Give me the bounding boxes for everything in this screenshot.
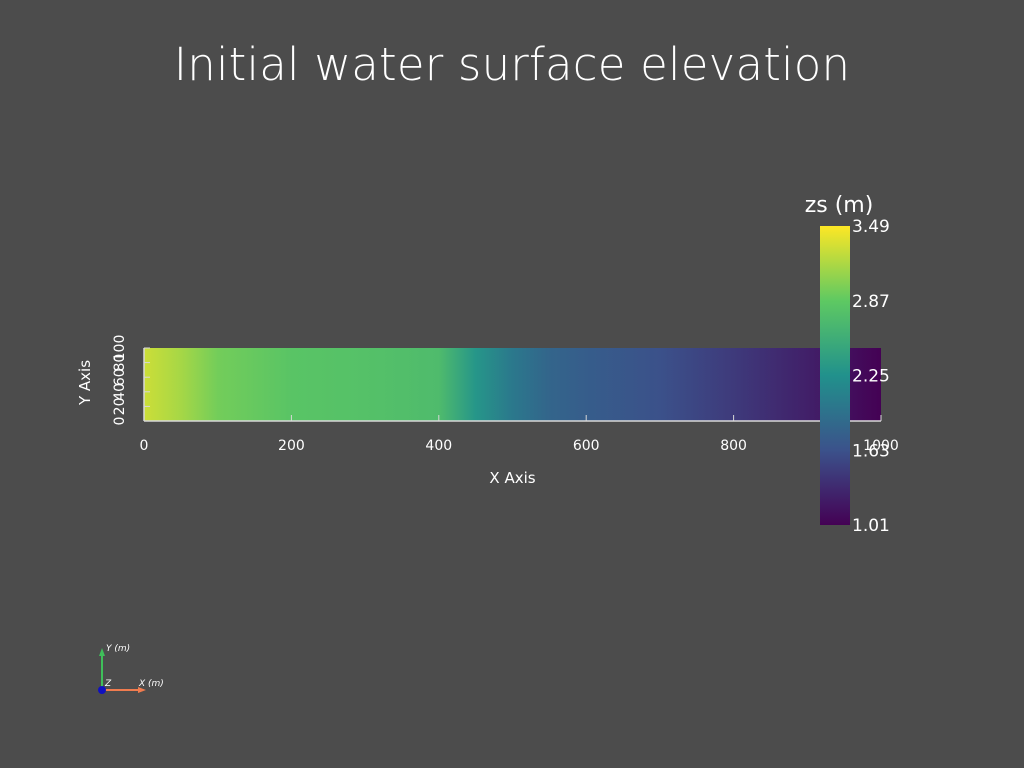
x-tick-label: 600	[573, 438, 600, 454]
x-arrow-head	[138, 687, 146, 693]
x-axis-label: X Axis	[489, 469, 535, 487]
colorbar-tick-label: 1.63	[852, 441, 890, 461]
x-tick-label: 1000	[863, 438, 899, 454]
y-tick-label: 20	[112, 397, 128, 415]
y-tick-label: 100	[112, 335, 128, 362]
colorbar-tick-label: 2.87	[852, 292, 890, 312]
chart-title: Initial water surface elevation	[173, 38, 851, 91]
x-tick-label: 400	[425, 438, 452, 454]
x-tick-label: 0	[140, 438, 149, 454]
y-tick-label: 60	[112, 368, 128, 386]
y-tick-label: 80	[112, 354, 128, 372]
y-arrow-head	[99, 648, 105, 656]
colorbar-tick-label: 2.25	[852, 367, 890, 387]
colorbar-tick-label: 3.49	[852, 217, 890, 237]
colorbar-gradient	[820, 226, 850, 525]
z-direction-label: Z	[104, 679, 112, 689]
x-tick-label: 800	[720, 438, 747, 454]
colorbar-tick-label: 1.01	[852, 516, 890, 536]
surface-field	[144, 348, 881, 421]
colorbar-title: zs (m)	[805, 193, 874, 218]
y-tick-label: 0	[112, 417, 128, 426]
orientation-widget: Y (m) X (m) Z	[98, 644, 164, 694]
x-tick-label: 200	[278, 438, 305, 454]
z-direction-dot	[98, 686, 106, 694]
y-direction-label: Y (m)	[106, 644, 130, 654]
y-axis-label: Y Axis	[76, 360, 94, 406]
y-tick-label: 40	[112, 383, 128, 401]
x-direction-label: X (m)	[138, 679, 164, 689]
water-surface-mesh	[144, 348, 881, 421]
